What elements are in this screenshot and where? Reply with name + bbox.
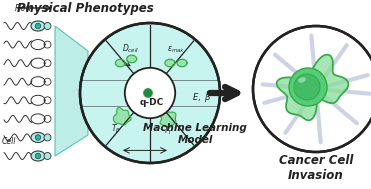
Circle shape: [35, 135, 41, 140]
Polygon shape: [277, 55, 348, 120]
Ellipse shape: [298, 77, 306, 83]
Polygon shape: [114, 108, 131, 125]
Text: $T_T$: $T_T$: [163, 125, 173, 137]
Circle shape: [35, 153, 41, 159]
Polygon shape: [55, 26, 88, 156]
Polygon shape: [31, 151, 45, 161]
Polygon shape: [139, 86, 158, 104]
Polygon shape: [165, 59, 175, 67]
Circle shape: [44, 134, 51, 141]
Circle shape: [80, 23, 220, 163]
Circle shape: [44, 153, 51, 160]
Text: $\epsilon_{max}$: $\epsilon_{max}$: [167, 45, 185, 55]
Text: Cell: Cell: [2, 136, 16, 146]
Text: Machine Learning
Model: Machine Learning Model: [143, 123, 247, 145]
Polygon shape: [115, 59, 125, 67]
Circle shape: [294, 74, 320, 100]
Circle shape: [82, 25, 218, 161]
Circle shape: [289, 68, 327, 106]
Circle shape: [44, 22, 51, 29]
Circle shape: [125, 68, 175, 118]
Polygon shape: [31, 132, 45, 143]
Polygon shape: [31, 21, 45, 31]
Circle shape: [144, 88, 152, 98]
Polygon shape: [177, 59, 187, 67]
Polygon shape: [160, 112, 176, 128]
Text: $E,\ \beta$: $E,\ \beta$: [192, 91, 212, 105]
Polygon shape: [127, 55, 137, 63]
Circle shape: [35, 23, 41, 29]
Circle shape: [253, 26, 371, 152]
Text: $T_E$: $T_E$: [111, 123, 121, 135]
Text: Physical Phenotypes: Physical Phenotypes: [17, 2, 153, 15]
Text: Flow: Flow: [15, 4, 32, 13]
Text: Cancer Cell
Invasion: Cancer Cell Invasion: [279, 154, 353, 182]
Text: $D_{cell}$: $D_{cell}$: [122, 43, 139, 55]
Text: q-DC: q-DC: [140, 98, 164, 107]
